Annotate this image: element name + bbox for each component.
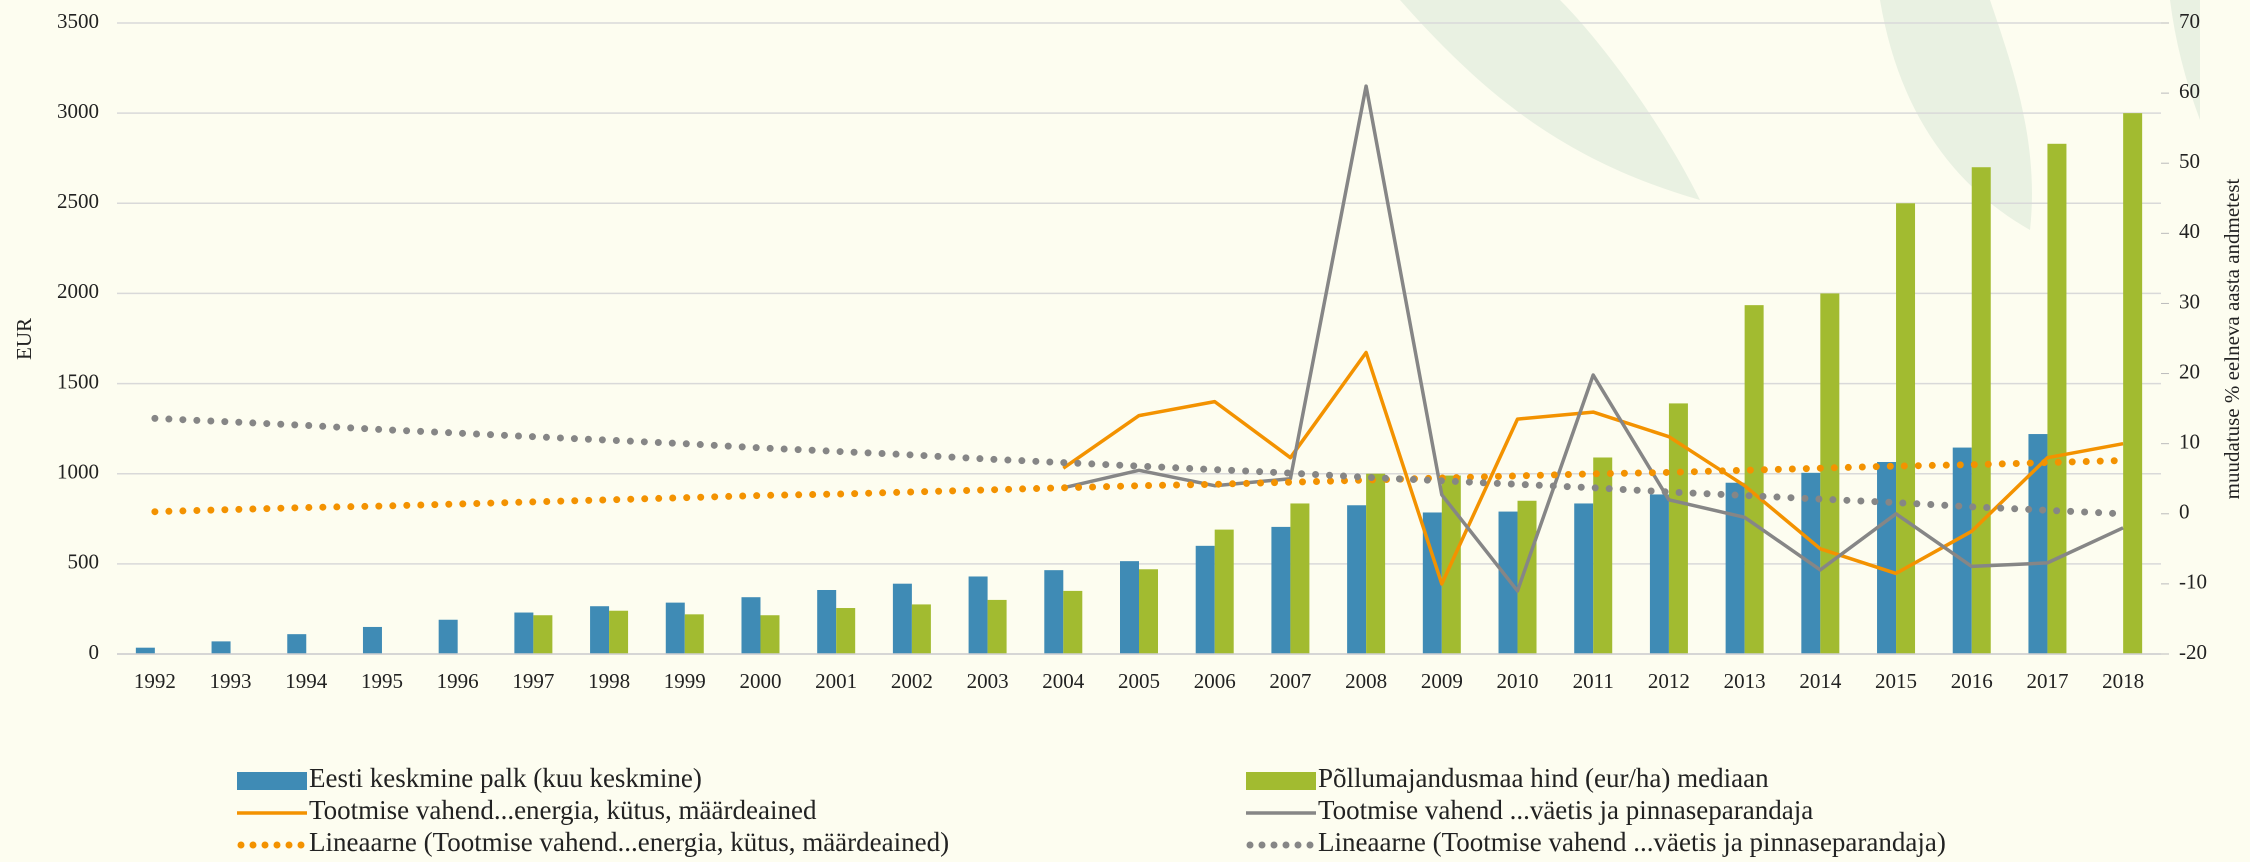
x-tick-label: 2006: [1194, 669, 1236, 693]
bar: [969, 576, 988, 654]
bar: [760, 615, 779, 654]
legend-label: Eesti keskmine palk (kuu keskmine): [309, 763, 702, 793]
bar: [439, 620, 458, 654]
bar: [212, 641, 231, 654]
x-tick-label: 2009: [1421, 669, 1463, 693]
y-tick-label: 3500: [57, 9, 99, 33]
y2-tick-label: 20: [2179, 359, 2200, 383]
chart: EUR muudatuse % eelneva aasta andmetest …: [0, 0, 2250, 862]
bar: [287, 634, 306, 654]
x-tick-label: 2003: [967, 669, 1009, 693]
x-tick-label: 2000: [739, 669, 781, 693]
legend-label: Põllumajandusmaa hind (eur/ha) mediaan: [1318, 763, 1769, 793]
bar: [1366, 474, 1385, 654]
y2-tick-label: -10: [2179, 570, 2207, 594]
x-tick-label: 2004: [1042, 669, 1085, 693]
y2-tick-label: 50: [2179, 149, 2200, 173]
bar: [1518, 501, 1537, 654]
x-tick-label: 2015: [1875, 669, 1917, 693]
bar: [1726, 483, 1745, 654]
y2-tick-label: 10: [2179, 429, 2200, 453]
y-tick-label: 2000: [57, 279, 99, 303]
x-tick-label: 1996: [437, 669, 479, 693]
legend-label: Lineaarne (Tootmise vahend...energia, kü…: [309, 827, 949, 857]
y-tick-label: 0: [89, 640, 100, 664]
bar: [514, 613, 533, 654]
bar: [1271, 527, 1290, 654]
x-tick-label: 1995: [361, 669, 403, 693]
bar: [1972, 167, 1991, 654]
y2-tick-label: 70: [2179, 9, 2200, 33]
y2-tick-label: 30: [2179, 289, 2200, 313]
bar: [590, 606, 609, 654]
bar: [817, 590, 836, 654]
bar: [1139, 569, 1158, 654]
bar: [609, 611, 628, 654]
legend-label: Tootmise vahend ...väetis ja pinnasepara…: [1318, 795, 1813, 825]
x-tick-label: 2016: [1951, 669, 1993, 693]
bar: [1877, 462, 1896, 654]
bar: [893, 584, 912, 654]
x-tick-label: 2014: [1799, 669, 1842, 693]
y2-tick-label: 40: [2179, 219, 2200, 243]
x-tick-label: 1992: [134, 669, 176, 693]
y-tick-label: 1000: [57, 460, 99, 484]
y2-tick-label: -20: [2179, 640, 2207, 664]
bar: [363, 627, 382, 654]
x-tick-label: 2017: [2026, 669, 2068, 693]
y-axis-title: EUR: [12, 318, 36, 360]
bar: [912, 604, 931, 654]
y2-tick-label: 60: [2179, 79, 2200, 103]
y-tick-label: 1500: [57, 369, 99, 393]
y2-tick-label: 0: [2179, 500, 2190, 524]
x-tick-label: 2018: [2102, 669, 2144, 693]
x-tick-label: 2008: [1345, 669, 1387, 693]
x-tick-label: 1997: [512, 669, 554, 693]
bar: [1196, 546, 1215, 654]
bar: [533, 615, 552, 654]
x-tick-label: 1999: [664, 669, 706, 693]
y2-axis-title: muudatuse % eelneva aasta andmetest: [2220, 178, 2244, 499]
bar: [988, 600, 1007, 654]
x-tick-label: 1998: [588, 669, 630, 693]
x-tick-label: 2005: [1118, 669, 1160, 693]
bar: [666, 603, 685, 654]
bar: [1574, 503, 1593, 654]
x-tick-label: 1994: [285, 669, 328, 693]
bar: [1953, 448, 1972, 654]
bar: [1044, 570, 1063, 654]
bar: [685, 614, 704, 654]
y-tick-label: 3000: [57, 99, 99, 123]
x-tick-label: 2010: [1497, 669, 1539, 693]
bar: [2123, 113, 2142, 654]
bar: [1215, 530, 1234, 654]
x-tick-label: 2001: [815, 669, 857, 693]
bar: [2047, 144, 2066, 654]
bar: [1499, 512, 1518, 654]
y-tick-label: 500: [68, 550, 100, 574]
x-tick-label: 2002: [891, 669, 933, 693]
y-tick-label: 2500: [57, 189, 99, 213]
x-tick-label: 2007: [1269, 669, 1311, 693]
bar: [1745, 305, 1764, 654]
legend-label: Tootmise vahend...energia, kütus, määrde…: [309, 795, 817, 825]
bar: [1290, 503, 1309, 654]
bar: [836, 608, 855, 654]
legend-label: Lineaarne (Tootmise vahend ...väetis ja …: [1318, 827, 1946, 857]
x-tick-label: 2011: [1573, 669, 1614, 693]
bar: [1120, 561, 1139, 654]
x-tick-label: 2013: [1724, 669, 1766, 693]
bar: [1650, 494, 1669, 654]
legend-swatch: [237, 772, 307, 790]
x-tick-label: 2012: [1648, 669, 1690, 693]
bar: [1347, 505, 1366, 654]
bar: [1063, 591, 1082, 654]
legend-swatch: [1246, 772, 1316, 790]
bar: [1896, 203, 1915, 654]
bar: [136, 648, 155, 654]
bar: [741, 597, 760, 654]
bar: [1820, 293, 1839, 654]
x-tick-label: 1993: [210, 669, 252, 693]
